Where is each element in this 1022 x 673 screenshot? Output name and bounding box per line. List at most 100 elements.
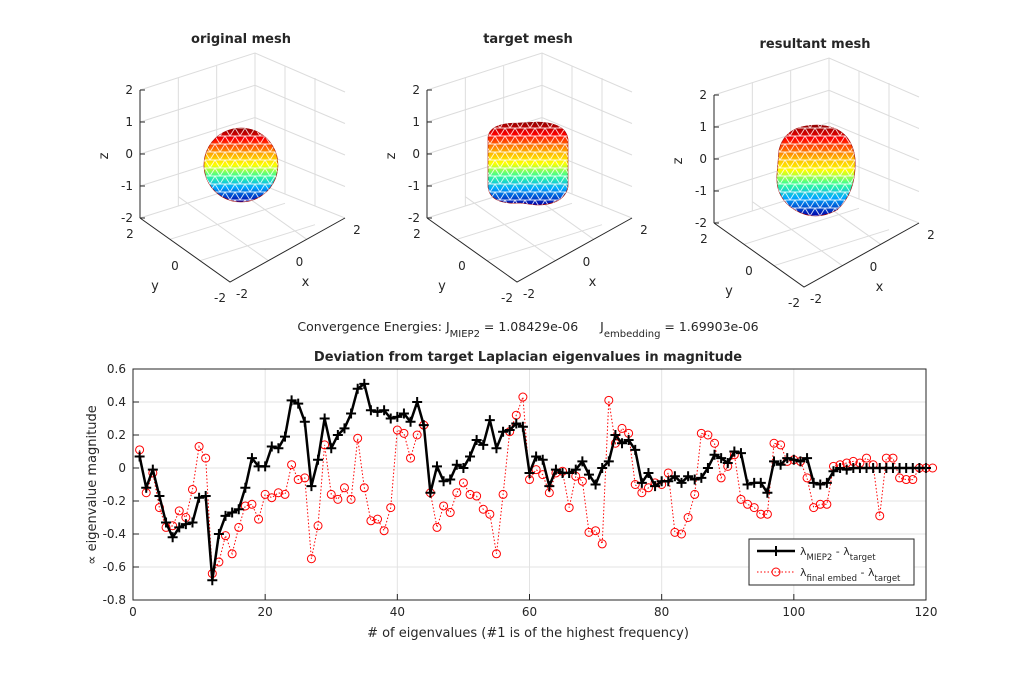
data-point-circle (881, 453, 891, 463)
x-tick-label: 20 (258, 605, 273, 619)
data-point-circle (518, 392, 528, 402)
z-tick-label: 2 (125, 83, 133, 97)
data-point-circle (326, 489, 336, 499)
data-point-plus (438, 476, 449, 487)
floor-gridline (456, 202, 573, 240)
data-point-plus (550, 464, 561, 475)
data-point-circle (617, 423, 627, 433)
data-point-plus (233, 504, 244, 515)
data-point-circle (452, 488, 462, 498)
data-point-circle (908, 475, 918, 485)
data-point-plus (418, 420, 429, 431)
x-tick-label: 2 (353, 223, 361, 237)
data-point-plus (266, 441, 277, 452)
data-point-plus (610, 430, 621, 440)
data-point-plus (795, 456, 806, 467)
data-point-circle (815, 499, 825, 509)
y-tick-label: 2 (126, 227, 134, 241)
data-point-circle (333, 494, 343, 504)
x-tick-label: 2 (927, 228, 935, 242)
data-point-circle (604, 395, 614, 405)
data-point-circle (373, 514, 383, 524)
data-point-circle (875, 511, 885, 521)
box-top-back-edge (426, 52, 633, 93)
data-point-plus (570, 464, 581, 475)
data-point-plus (663, 476, 674, 487)
data-point-plus (445, 474, 456, 485)
data-point-plus (603, 456, 614, 467)
z-tick-label: 0 (125, 147, 133, 161)
data-point-circle (267, 493, 277, 503)
data-point-plus (431, 461, 442, 472)
data-point-plus (240, 482, 251, 493)
z-axis-label: z (671, 157, 686, 164)
x-axis-label: # of eigenvalues (#1 is of the highest f… (367, 626, 689, 641)
y-axis-label: ∝ eigenvalue magnitude (85, 405, 100, 564)
wall-gridline (426, 84, 633, 124)
data-point-plus (537, 454, 548, 465)
data-point-plus (696, 472, 707, 483)
y-tick-label: 0.4 (107, 395, 126, 409)
legend: λMIEP2 - λtarget λfinal embed - λtarget (748, 538, 915, 586)
data-point-plus (577, 456, 588, 467)
data-point-plus (841, 464, 852, 475)
data-point-circle (412, 430, 422, 440)
floor-gridline (169, 202, 286, 240)
data-point-circle (630, 480, 640, 489)
data-point-circle (564, 503, 574, 513)
x-tick-label: 0 (129, 605, 137, 619)
data-point-circle (240, 501, 250, 511)
box-top-back-edge (139, 52, 346, 93)
data-point-circle (597, 539, 607, 549)
y-tick-label: 2 (700, 232, 708, 246)
mesh-wireframe (203, 128, 278, 202)
data-point-plus (134, 451, 145, 462)
data-point-plus (650, 481, 661, 492)
data-point-plus (279, 431, 290, 442)
y-tick-label: -0.8 (103, 593, 126, 607)
data-point-plus (174, 522, 185, 533)
x-tick-label: 80 (654, 605, 669, 619)
data-point-circle (280, 489, 290, 499)
floor-gridline (178, 196, 269, 262)
data-point-plus (187, 517, 198, 528)
data-point-plus (425, 487, 436, 498)
data-point-circle (221, 531, 231, 541)
data-point-circle (749, 503, 759, 513)
data-point-plus (405, 416, 416, 427)
data-point-circle (472, 491, 482, 501)
data-point-plus (676, 477, 687, 488)
z-tick-label: 2 (412, 83, 420, 97)
legend-marker-final-embed (771, 567, 781, 577)
floor-gridline (465, 196, 556, 262)
data-point-plus (511, 418, 522, 429)
data-point-plus (491, 443, 502, 454)
data-point-plus (194, 492, 205, 503)
data-point-circle (888, 453, 898, 463)
z-tick-label: -2 (121, 211, 133, 225)
z-tick-label: 1 (699, 120, 707, 134)
data-point-circle (736, 494, 746, 504)
data-point-plus (755, 477, 766, 488)
data-point-plus (398, 408, 409, 419)
data-point-circle (386, 503, 396, 513)
x-tick-label: 60 (522, 605, 537, 619)
data-point-plus (379, 405, 390, 416)
z-tick-label: -2 (408, 211, 420, 225)
convergence-energies: Convergence Energies: JMIEP2 = 1.08429e-… (297, 319, 758, 340)
data-point-circle (703, 430, 713, 440)
data-point-plus (167, 532, 178, 543)
data-point-circle (339, 483, 349, 493)
data-point-circle (366, 516, 376, 526)
series-miep2 (134, 378, 931, 586)
data-point-plus (372, 406, 383, 417)
data-point-circle (862, 453, 872, 463)
data-point-circle (346, 494, 356, 504)
x-axis-label: x (302, 275, 310, 290)
data-point-plus (412, 397, 423, 407)
data-point-plus (273, 443, 284, 454)
data-point-plus (689, 474, 700, 485)
box-top-back-edge (713, 57, 920, 98)
legend-entry-final-embed: λfinal embed - λtarget (800, 566, 901, 584)
x-tick-label: 2 (640, 223, 648, 237)
